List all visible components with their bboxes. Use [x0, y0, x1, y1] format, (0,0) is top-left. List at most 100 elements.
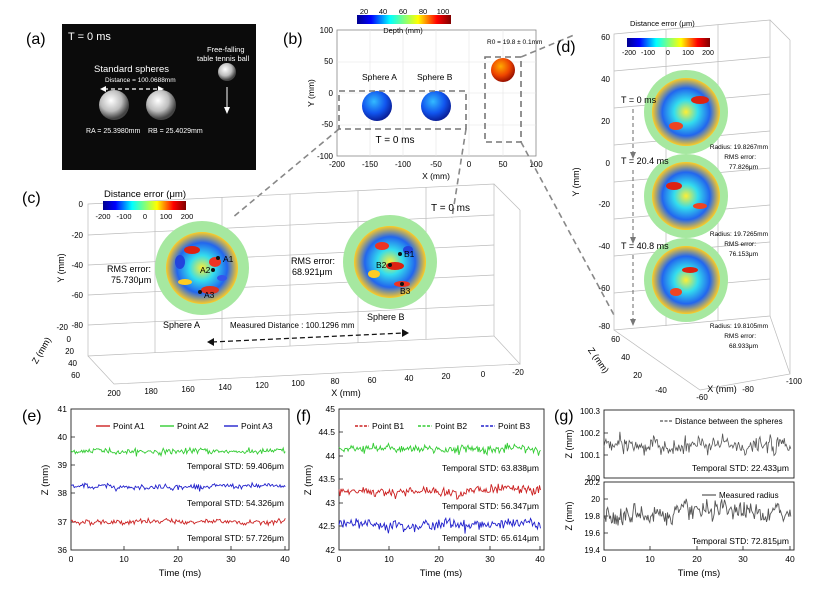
svg-text:-20: -20 — [512, 368, 524, 377]
svg-text:160: 160 — [181, 385, 195, 394]
svg-text:44: 44 — [326, 451, 336, 461]
std-a2: Temporal STD: 59.406μm — [187, 461, 284, 471]
error-colorbar-c-label: Distance error (μm) — [104, 189, 186, 200]
legend-radius: Measured radius — [719, 491, 779, 500]
svg-text:40: 40 — [379, 7, 387, 16]
svg-text:38: 38 — [58, 488, 68, 498]
plot-d-ylabel: Y (mm) — [571, 167, 581, 196]
panel-label-f: (f) — [296, 408, 311, 425]
svg-text:RMS error:: RMS error: — [724, 241, 756, 248]
svg-text:120: 120 — [255, 381, 269, 390]
plot-b-yticks: 100 50 0 -50 -100 — [317, 26, 334, 161]
svg-text:0: 0 — [69, 554, 74, 564]
panel-label-g: (g) — [554, 408, 574, 425]
standard-spheres-label: Standard spheres — [94, 64, 169, 75]
svg-text:Radius: 19.7265mm: Radius: 19.7265mm — [710, 231, 768, 238]
plot-f-xticks: 0 10 20 30 40 — [337, 554, 545, 564]
rms-a-label: RMS error: — [107, 264, 151, 274]
svg-text:60: 60 — [399, 7, 407, 16]
error-blob — [666, 182, 682, 190]
error-colorbar-d — [627, 38, 710, 47]
error-blob — [669, 122, 683, 130]
sphere-b-label: Sphere B — [417, 72, 453, 82]
svg-text:10: 10 — [645, 554, 655, 564]
point-b3-marker — [400, 282, 404, 286]
series-point-a3 — [70, 481, 286, 493]
svg-text:-50: -50 — [321, 120, 333, 129]
legend-b1: Point B1 — [372, 421, 404, 431]
svg-text:37: 37 — [58, 517, 68, 527]
point-b1-marker — [398, 252, 402, 256]
point-b2-marker — [388, 263, 392, 267]
legend-a1: Point A1 — [113, 421, 145, 431]
svg-text:43.5: 43.5 — [318, 474, 335, 484]
svg-text:-200: -200 — [95, 212, 110, 221]
svg-text:60: 60 — [601, 33, 610, 42]
series-point-b3 — [338, 517, 541, 534]
plot-d-xlabel: X (mm) — [707, 384, 737, 394]
sphere-roi-box — [338, 90, 467, 130]
error-blobs-a — [175, 246, 227, 294]
panel-label-d: (d) — [556, 39, 576, 56]
svg-text:0: 0 — [602, 554, 607, 564]
svg-text:60: 60 — [611, 335, 620, 344]
depth-sphere-b — [421, 91, 451, 121]
svg-text:-20: -20 — [56, 323, 68, 332]
plot-c-box — [87, 183, 521, 385]
svg-text:20: 20 — [591, 495, 600, 504]
plot-e-xticks: 0 10 20 30 40 — [69, 554, 290, 564]
plot-c-zlabel: Z (mm) — [30, 335, 53, 365]
svg-text:Radius: 19.8267mm: Radius: 19.8267mm — [710, 144, 768, 151]
error-map-b — [354, 226, 426, 298]
svg-text:-100: -100 — [641, 50, 655, 57]
svg-text:77.826μm: 77.826μm — [729, 164, 758, 171]
svg-text:10: 10 — [119, 554, 129, 564]
arrowhead-down-icon — [630, 237, 636, 244]
svg-text:20: 20 — [601, 117, 610, 126]
svg-text:20: 20 — [173, 554, 183, 564]
svg-text:30: 30 — [226, 554, 236, 564]
time-t2-label: T = 40.8 ms — [621, 241, 669, 251]
svg-text:0: 0 — [481, 370, 486, 379]
svg-text:140: 140 — [218, 383, 232, 392]
legend-a2: Point A2 — [177, 421, 209, 431]
panel-a: (a) T = 0 ms Standard spheres Distance =… — [26, 24, 256, 170]
svg-text:42: 42 — [326, 545, 336, 555]
table-tennis-ball — [218, 63, 236, 81]
error-map-t0 — [652, 78, 720, 146]
svg-text:41: 41 — [58, 404, 68, 414]
ball-label-1: Free-falling — [207, 45, 245, 54]
svg-text:40: 40 — [405, 374, 414, 383]
plot-f-yticks: 45 44.5 44 43.5 43 42.5 42 — [318, 404, 335, 555]
ball-label-2: table tennis ball — [197, 54, 249, 63]
svg-text:-80: -80 — [71, 321, 83, 330]
panel-label-e: (e) — [22, 408, 42, 425]
svg-text:0: 0 — [67, 335, 72, 344]
time-t0-label: T = 0 ms — [621, 95, 657, 105]
panel-d: (d) Distance error (μm) -200 -100 0 100 … — [556, 19, 803, 402]
svg-text:-40: -40 — [598, 242, 610, 251]
plot-g-ticks — [604, 432, 791, 550]
rms-a-value: 75.730μm — [111, 275, 151, 285]
svg-text:100: 100 — [291, 379, 305, 388]
plot-e-xlabel: Time (ms) — [159, 568, 201, 579]
error-blob — [670, 288, 682, 296]
svg-text:-100: -100 — [786, 377, 803, 386]
svg-text:40: 40 — [601, 75, 610, 84]
rms-b-label: RMS error: — [291, 256, 335, 266]
plot-g2-yticks: 20.2 20 19.8 19.6 19.4 — [584, 478, 600, 555]
plot-g-xlabel: Time (ms) — [678, 568, 720, 579]
point-a1-marker — [216, 256, 220, 260]
zoom-line-c-right — [451, 128, 467, 219]
svg-text:20.2: 20.2 — [584, 478, 600, 487]
plot-d-xticks: -40 -60 -80 -100 — [655, 377, 802, 402]
svg-text:-20: -20 — [598, 200, 610, 209]
plot-f-ylabel: Z (mm) — [303, 465, 314, 496]
svg-text:80: 80 — [419, 7, 427, 16]
svg-text:RMS error:: RMS error: — [724, 154, 756, 161]
svg-text:43: 43 — [326, 498, 336, 508]
svg-text:0: 0 — [329, 89, 334, 98]
svg-text:100.3: 100.3 — [580, 407, 601, 416]
standard-sphere-a — [99, 90, 129, 120]
svg-text:0: 0 — [467, 160, 472, 169]
